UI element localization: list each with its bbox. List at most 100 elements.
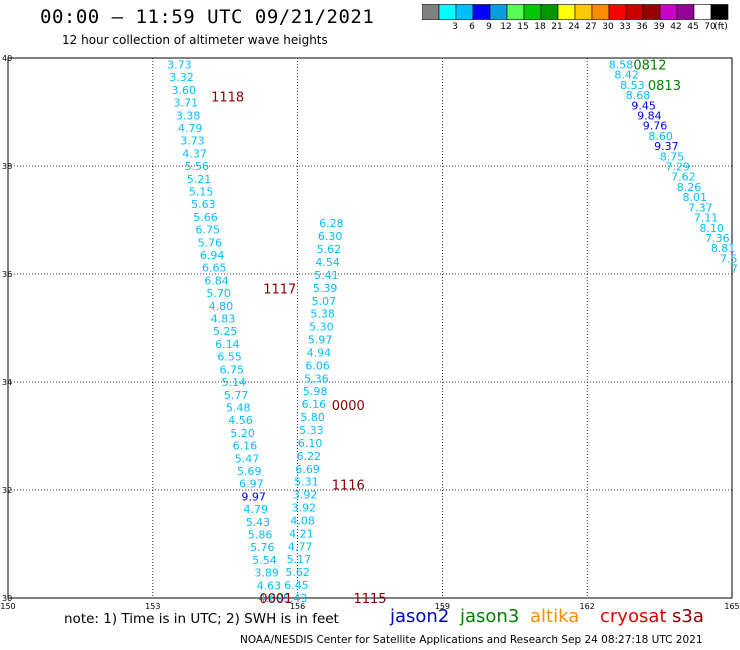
wave-height-label: 5.48 bbox=[226, 401, 251, 414]
wave-height-label: 6.28 bbox=[319, 217, 344, 230]
wave-height-label: 5.15 bbox=[189, 186, 214, 199]
wave-height-label: 5.30 bbox=[309, 321, 334, 334]
wave-height-label: 4.56 bbox=[228, 414, 253, 427]
wave-height-label: 7 bbox=[731, 263, 738, 276]
lon-tick-label: 150 bbox=[0, 602, 15, 610]
wave-height-label: 5.39 bbox=[313, 282, 338, 295]
map-title: 00:00 – 11:59 UTC 09/21/2021 bbox=[40, 6, 375, 28]
color-scale-label: 3 bbox=[452, 22, 458, 32]
wave-height-label: 5.07 bbox=[312, 295, 337, 308]
wave-height-label: 6.65 bbox=[202, 262, 227, 275]
wave-height-label: 4.69 bbox=[259, 592, 284, 605]
wave-height-label: 5.43 bbox=[283, 592, 308, 605]
wave-height-label: 4.83 bbox=[211, 313, 236, 326]
color-scale-label: 45 bbox=[687, 22, 699, 32]
wave-height-label: 5.77 bbox=[224, 389, 249, 402]
footer-credit: NOAA/NESDIS Center for Satellite Applica… bbox=[240, 634, 703, 646]
lon-tick-label: 159 bbox=[435, 602, 450, 610]
wave-height-label: 6.75 bbox=[220, 363, 245, 376]
wave-height-label: 3.92 bbox=[292, 502, 317, 515]
wave-height-label: 5.86 bbox=[248, 528, 273, 541]
color-scale-label: 36 bbox=[636, 22, 648, 32]
lat-tick-label: 36 bbox=[2, 270, 12, 279]
color-scale-label: 15 bbox=[517, 22, 529, 32]
color-scale-bar bbox=[422, 4, 729, 20]
wave-height-label: 3.71 bbox=[174, 97, 199, 110]
pass-time-label: 1116 bbox=[332, 479, 365, 494]
wave-height-label: 6.16 bbox=[302, 398, 327, 411]
wave-height-label: 6.06 bbox=[305, 359, 330, 372]
wave-height-label: 6.14 bbox=[215, 338, 240, 351]
wave-height-label: 5.43 bbox=[246, 516, 271, 529]
wave-height-label: 9.37 bbox=[654, 140, 679, 153]
wave-height-label: 5.69 bbox=[237, 465, 262, 478]
wave-height-label: 5.20 bbox=[230, 427, 255, 440]
wave-height-label: 5.66 bbox=[193, 211, 218, 224]
wave-height-label: 6.69 bbox=[295, 463, 320, 476]
lat-tick-label: 34 bbox=[2, 378, 12, 387]
wave-height-label: 7.36 bbox=[705, 232, 730, 245]
color-scale-labels: 3 6 9 12 15 18 21 24 27 30 33 36 39 42 45 70 (ft) bbox=[422, 22, 740, 34]
color-scale-label: 42 bbox=[670, 22, 682, 32]
wave-height-label: 3.73 bbox=[167, 58, 192, 71]
lon-tick-label: 153 bbox=[145, 602, 160, 610]
color-scale-label: 21 bbox=[551, 22, 563, 32]
wave-height-label: 3.32 bbox=[169, 71, 194, 84]
wave-height-label: 8.60 bbox=[648, 130, 673, 143]
wave-height-label: 5.36 bbox=[304, 372, 329, 385]
footer-note: note: 1) Time is in UTC; 2) SWH is in fe… bbox=[64, 611, 339, 627]
satellite-legend-s3a: s3a bbox=[672, 606, 704, 627]
wave-height-label: 8.01 bbox=[682, 191, 707, 204]
color-scale-label: 33 bbox=[619, 22, 631, 32]
wave-height-label: 5.41 bbox=[314, 269, 339, 282]
satellite-legend-altika: altika bbox=[530, 606, 580, 627]
wave-height-label: 3.73 bbox=[180, 135, 205, 148]
wave-height-label: 8.42 bbox=[614, 69, 639, 82]
wave-height-label: 5.80 bbox=[300, 411, 325, 424]
lon-tick-label: 162 bbox=[580, 602, 595, 610]
wave-height-label: 8.81 bbox=[711, 242, 736, 255]
wave-height-label: 5.21 bbox=[187, 173, 212, 186]
wave-height-label: 8.53 bbox=[620, 79, 645, 92]
wave-height-label: 3.89 bbox=[254, 567, 279, 580]
color-scale-label: 12 bbox=[500, 22, 512, 32]
wave-height-label: 6.94 bbox=[200, 249, 225, 262]
wave-height-label: 5.76 bbox=[250, 541, 275, 554]
wave-height-label: 5.70 bbox=[206, 287, 231, 300]
wave-height-label: 5.25 bbox=[213, 325, 238, 338]
wave-height-label: 4.79 bbox=[178, 122, 203, 135]
wave-height-label: 7.11 bbox=[694, 212, 719, 225]
color-scale-label: 24 bbox=[568, 22, 580, 32]
color-scale-unit: (ft) bbox=[714, 22, 728, 32]
wave-height-label: 8.75 bbox=[660, 150, 685, 163]
wave-height-label: 8.10 bbox=[699, 222, 724, 235]
wave-height-label: 5.47 bbox=[235, 452, 260, 465]
wave-height-label: 4.37 bbox=[182, 147, 207, 160]
pass-time-label: 1115 bbox=[353, 592, 386, 607]
wave-height-label: 7.62 bbox=[671, 171, 696, 184]
wave-height-label: 4.21 bbox=[289, 527, 314, 540]
lat-tick-label: 30 bbox=[2, 594, 12, 603]
lat-tick-label: 38 bbox=[2, 162, 12, 171]
pass-time-label: 0813 bbox=[648, 79, 681, 94]
lat-tick-label: 32 bbox=[2, 486, 12, 495]
wave-height-label: 5.63 bbox=[191, 198, 216, 211]
pass-time-label: 1117 bbox=[263, 283, 296, 298]
wave-height-label: 9.45 bbox=[631, 99, 656, 112]
wave-height-label: 9.84 bbox=[637, 110, 662, 123]
wave-height-label: 8.68 bbox=[626, 89, 651, 102]
wave-height-label: 6.55 bbox=[217, 351, 242, 364]
wave-height-label: 6.45 bbox=[284, 579, 309, 592]
wave-height-label: 5.76 bbox=[198, 236, 223, 249]
wave-height-label: 6.97 bbox=[239, 478, 264, 491]
color-scale-label: 27 bbox=[585, 22, 597, 32]
wave-height-label: 6.16 bbox=[233, 440, 258, 453]
lon-tick-label: 156 bbox=[290, 602, 305, 610]
satellite-legend-jason3: jason3 bbox=[460, 606, 520, 627]
wave-height-label: 9.97 bbox=[241, 490, 266, 503]
wave-height-label: 5.97 bbox=[308, 334, 333, 347]
wave-height-label: 6.10 bbox=[298, 437, 323, 450]
lon-tick-label: 165 bbox=[724, 602, 739, 610]
map-subtitle: 12 hour collection of altimeter wave hei… bbox=[62, 33, 328, 47]
wave-height-label: 5.31 bbox=[294, 476, 319, 489]
